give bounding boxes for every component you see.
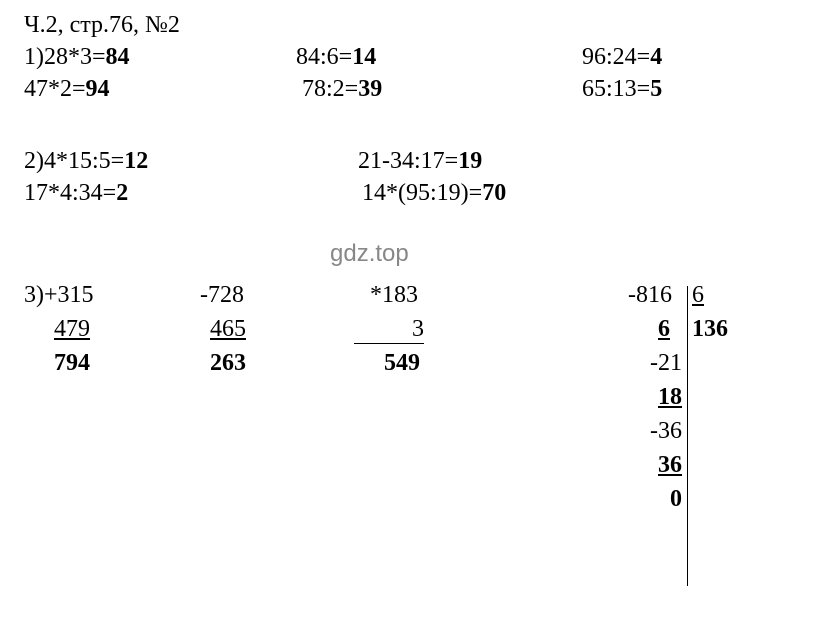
eq-2-2-ans: 19 [458, 148, 482, 174]
div-vertical-line [687, 286, 688, 586]
eq-2-1-lhs: 2)4*15:5= [24, 148, 124, 174]
eq-1-2-ans: 14 [352, 44, 376, 70]
div-remainder: 0 [618, 486, 682, 513]
eq-1-6: 65:13=5 [582, 76, 662, 103]
eq-1-3-ans: 4 [650, 44, 662, 70]
div-step4: -36 [618, 418, 682, 445]
eq-1-1-ans: 84 [106, 44, 130, 70]
page-reference: Ч.2, стр.76, №2 [24, 12, 180, 39]
eq-2-3-lhs: 17*4:34= [24, 180, 116, 206]
div-step3: 18 [618, 384, 682, 411]
eq-1-4-lhs: 47*2= [24, 76, 86, 102]
eq-1-5: 78:2=39 [302, 76, 382, 103]
eq-2-4-ans: 70 [482, 180, 506, 206]
sub-top: -728 [200, 282, 244, 309]
eq-1-6-lhs: 65:13= [582, 76, 650, 102]
eq-2-1: 2)4*15:5=12 [24, 148, 148, 175]
eq-1-2: 84:6=14 [296, 44, 376, 71]
eq-2-3-ans: 2 [116, 180, 128, 206]
eq-1-2-lhs: 84:6= [296, 44, 352, 70]
div-step2: -21 [618, 350, 682, 377]
eq-2-2-lhs: 21-34:17= [358, 148, 458, 174]
eq-2-3: 17*4:34=2 [24, 180, 128, 207]
eq-1-1-lhs: 1)28*3= [24, 44, 106, 70]
eq-2-4: 14*(95:19)=70 [362, 180, 506, 207]
eq-2-4-lhs: 14*(95:19)= [362, 180, 482, 206]
eq-2-2: 21-34:17=19 [358, 148, 482, 175]
eq-1-5-lhs: 78:2= [302, 76, 358, 102]
div-dividend: -816 [628, 282, 672, 309]
add-addend: 479 [54, 316, 90, 343]
div-divisor: 6 [692, 282, 704, 309]
mul-top: *183 [370, 282, 418, 309]
mul-factor: 3 [354, 316, 424, 344]
mul-result: 549 [384, 350, 420, 377]
eq-1-4-ans: 94 [86, 76, 110, 102]
eq-2-1-ans: 12 [124, 148, 148, 174]
div-step1: 6 [618, 316, 670, 343]
eq-1-3-lhs: 96:24= [582, 44, 650, 70]
add-top: 3)+315 [24, 282, 94, 309]
add-result: 794 [54, 350, 90, 377]
eq-1-5-ans: 39 [358, 76, 382, 102]
watermark: gdz.top [330, 240, 409, 268]
eq-1-4: 47*2=94 [24, 76, 110, 103]
sub-sub: 465 [210, 316, 246, 343]
div-step5: 36 [618, 452, 682, 479]
sub-result: 263 [210, 350, 246, 377]
div-quotient: 136 [692, 316, 728, 343]
eq-1-1: 1)28*3=84 [24, 44, 130, 71]
eq-1-6-ans: 5 [650, 76, 662, 102]
eq-1-3: 96:24=4 [582, 44, 662, 71]
